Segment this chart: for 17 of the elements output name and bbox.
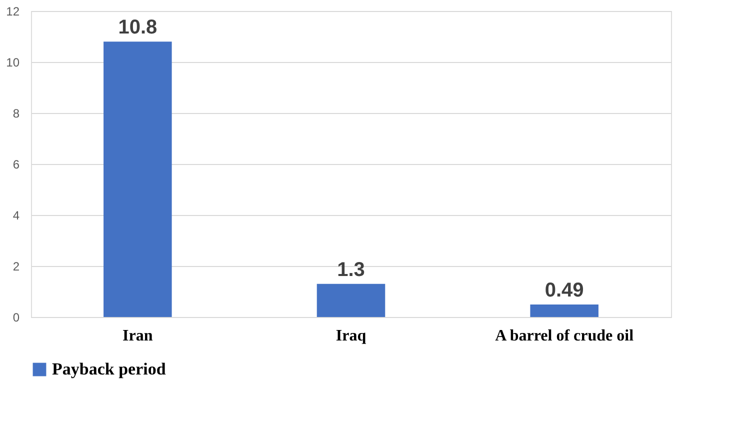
bar <box>530 304 598 317</box>
data-label: 10.8 <box>118 16 158 39</box>
y-tick-label: 0 <box>12 310 20 324</box>
bar <box>104 42 172 317</box>
bar <box>316 284 386 317</box>
data-label: 0.49 <box>544 280 584 302</box>
x-tick-label: Iran <box>122 328 153 344</box>
x-tick-label: A barrel of crude oil <box>495 328 634 344</box>
data-label: 1.3 <box>337 258 365 281</box>
y-tick-label: 6 <box>12 158 20 172</box>
legend-label: Payback period <box>52 360 166 378</box>
y-tick-label: 4 <box>12 208 20 222</box>
y-tick-label: 10 <box>6 56 20 70</box>
y-tick-label: 8 <box>12 106 20 120</box>
y-tick-label: 2 <box>12 260 20 274</box>
y-tick-label: 12 <box>6 4 20 18</box>
x-tick-label: Iraq <box>336 328 366 344</box>
